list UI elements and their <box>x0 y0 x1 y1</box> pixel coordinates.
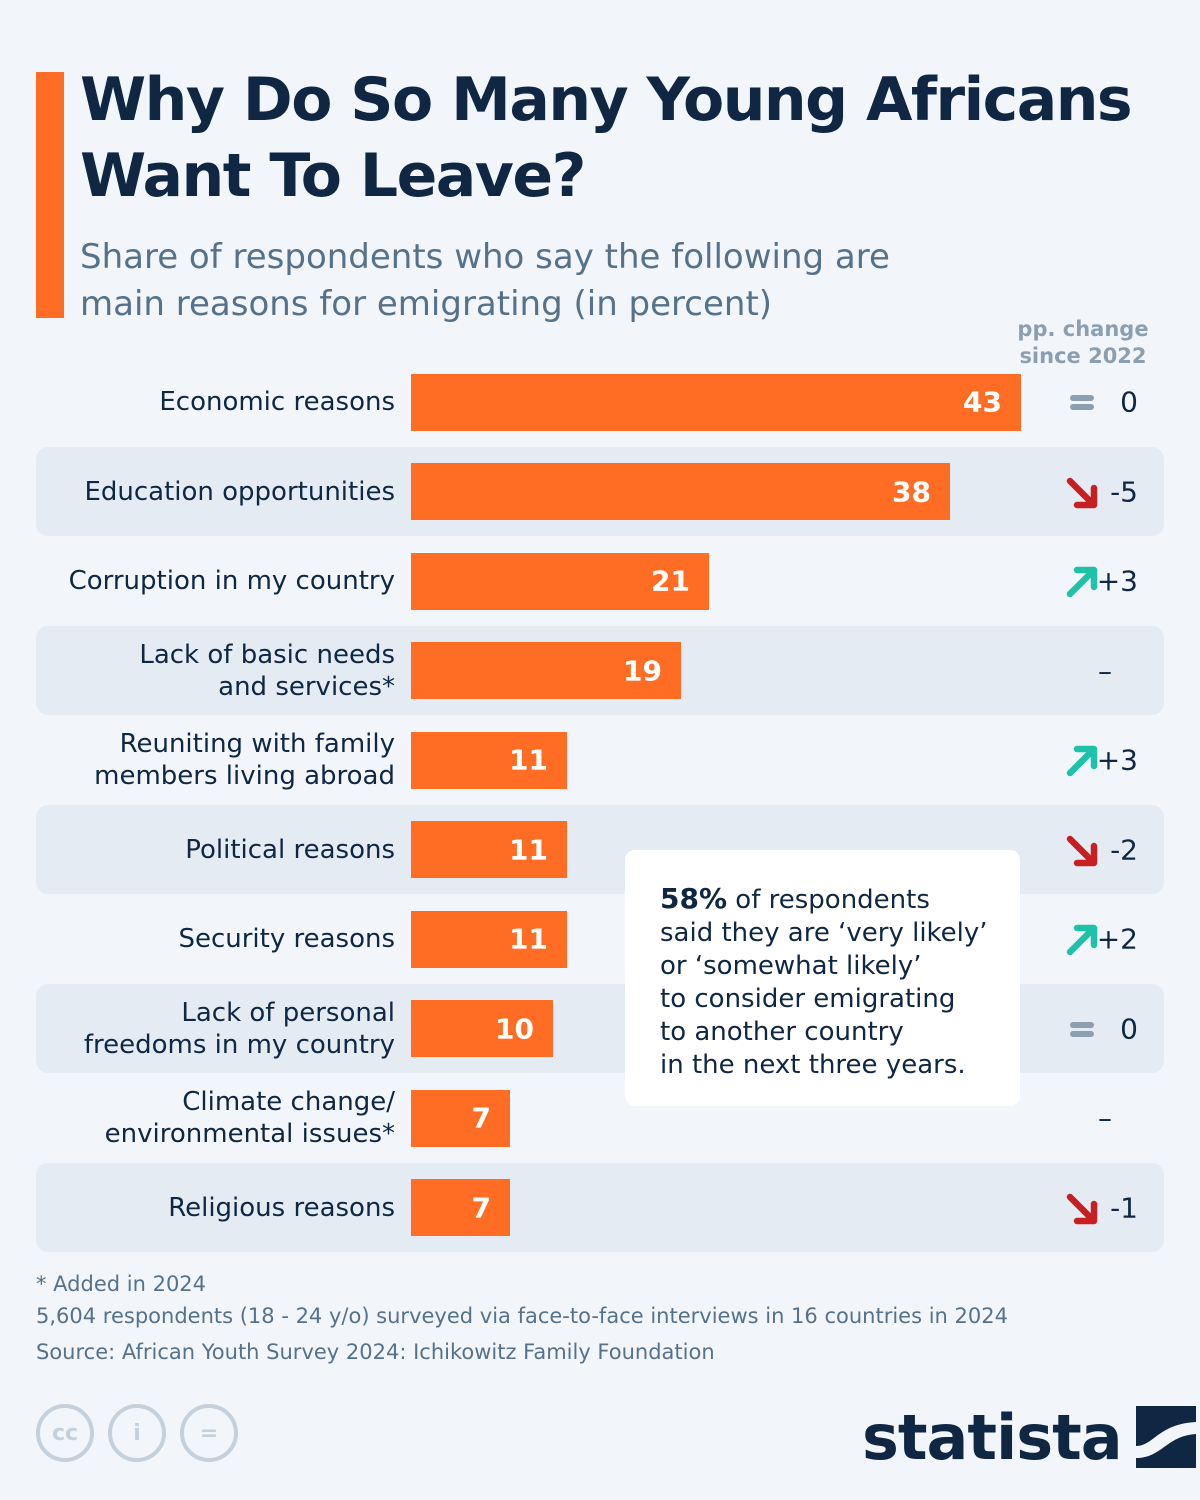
bar <box>411 552 709 610</box>
category-label: Economic reasons <box>15 386 395 418</box>
attribution-icon[interactable]: i <box>108 1404 166 1462</box>
category-label-line: Economic reasons <box>159 387 395 417</box>
category-label-line: Security reasons <box>178 924 395 954</box>
change-value: -5 <box>1110 475 1138 508</box>
arrow-up-right-icon <box>1066 745 1098 777</box>
change-value: 0 <box>1120 1012 1138 1045</box>
category-label-line: Lack of basic needs <box>139 639 395 670</box>
statista-logo[interactable]: statista <box>862 1397 1196 1477</box>
bar <box>411 1089 510 1147</box>
row-band <box>36 1163 1164 1252</box>
bar-value-label: 11 <box>509 833 548 866</box>
change-value: +2 <box>1096 922 1138 956</box>
title-line: Why Do So Many Young Africans <box>80 65 1133 135</box>
bar <box>411 731 567 789</box>
change-header-line: since 2022 <box>1019 344 1147 368</box>
callout-line-1: 58% of respondents <box>660 882 990 917</box>
bar-value-label: 38 <box>892 475 931 508</box>
change-value: – <box>1098 654 1112 687</box>
no-derivatives-icon[interactable]: = <box>180 1404 238 1462</box>
category-label-line: Climate change/ <box>182 1087 395 1117</box>
change-value: – <box>1098 1101 1112 1135</box>
change-header-line: pp. change <box>1017 317 1149 341</box>
cc-icon[interactable]: cc <box>36 1404 94 1462</box>
logo-text: statista <box>862 1400 1123 1474</box>
category-label-line: Lack of personal <box>181 997 395 1028</box>
category-label: Lack of personal freedoms in my country <box>15 997 395 1061</box>
category-label-line: environmental issues* <box>104 1119 395 1149</box>
category-label-line: Religious reasons <box>168 1192 395 1223</box>
change-value: +3 <box>1096 743 1138 777</box>
category-label: Religious reasons <box>15 1192 395 1224</box>
footnote-method: 5,604 respondents (18 - 24 y/o) surveyed… <box>36 1304 1008 1328</box>
category-label-line: and services* <box>218 671 395 702</box>
callout-line: to consider emigrating <box>660 984 956 1014</box>
bar <box>411 821 567 878</box>
arrow-up-right-icon <box>1066 924 1098 956</box>
category-label: Reuniting with family members living abro… <box>15 728 395 792</box>
category-label: Security reasons <box>15 923 395 955</box>
bar-value-label: 19 <box>623 654 662 687</box>
arrow-down-right-icon <box>1066 477 1098 508</box>
category-label: Political reasons <box>15 834 395 866</box>
bar-value-label: 11 <box>509 922 548 956</box>
equal-icon <box>1070 395 1094 410</box>
category-label-line: freedoms in my country <box>83 1029 395 1060</box>
statista-wave-icon <box>1135 1406 1196 1468</box>
bar-value-label: 43 <box>963 385 1002 419</box>
bar <box>411 1179 510 1236</box>
bar <box>411 373 1021 431</box>
chart-title: Why Do So Many Young Africans Want To Le… <box>80 62 1180 214</box>
category-label: Climate change/environmental issues* <box>15 1086 395 1150</box>
chart-subtitle: Share of respondents who say the followi… <box>80 234 1040 328</box>
bar-value-label: 21 <box>651 564 690 598</box>
callout-text: of respondents <box>735 885 930 915</box>
arrow-up-right-icon <box>1066 566 1098 598</box>
category-label-line: Education opportunities <box>84 476 395 507</box>
bar <box>411 910 567 968</box>
title-line: Want To Leave? <box>80 141 586 211</box>
change-value: -2 <box>1110 833 1138 866</box>
category-label: Corruption in my country <box>15 565 395 597</box>
footnote-source: Source: African Youth Survey 2024: Ichik… <box>36 1340 715 1364</box>
callout-highlight: 58% <box>660 882 728 915</box>
change-value: 0 <box>1120 385 1138 419</box>
change-column-header: pp. change since 2022 <box>1000 316 1166 370</box>
footnotes: * Added in 2024 5,604 respondents (18 - … <box>36 1268 1156 1368</box>
change-value: +3 <box>1096 564 1138 598</box>
category-label-line: Political reasons <box>185 834 395 865</box>
category-label-line: members living abroad <box>94 761 395 791</box>
category-label-line: Corruption in my country <box>68 566 395 596</box>
footnote-added: * Added in 2024 <box>36 1272 207 1296</box>
arrow-down-right-icon <box>1066 1193 1098 1224</box>
category-label: Education opportunities <box>15 476 395 508</box>
bar <box>411 463 950 520</box>
arrow-down-right-icon <box>1066 835 1098 866</box>
accent-bar <box>36 72 64 318</box>
callout-box: 58% of respondents said they are ‘very l… <box>625 850 1020 1106</box>
category-label: Lack of basic needs and services* <box>15 639 395 703</box>
callout-line: to another country <box>660 1017 904 1047</box>
bar-value-label: 11 <box>509 743 548 777</box>
equal-icon <box>1070 1021 1094 1037</box>
category-label-line: Reuniting with family <box>119 729 395 759</box>
license-icons: cc i = <box>36 1404 238 1464</box>
subtitle-line: Share of respondents who say the followi… <box>80 237 890 277</box>
bar-value-label: 7 <box>471 1101 491 1135</box>
subtitle-line: main reasons for emigrating (in percent) <box>80 284 773 324</box>
bar <box>411 642 681 699</box>
callout-line: in the next three years. <box>660 1050 966 1080</box>
callout-line: or ‘somewhat likely’ <box>660 951 922 981</box>
callout-line: said they are ‘very likely’ <box>660 918 988 948</box>
bar-value-label: 7 <box>471 1191 491 1224</box>
bar-value-label: 10 <box>495 1012 534 1045</box>
change-value: -1 <box>1110 1191 1138 1224</box>
bar <box>411 1000 553 1057</box>
